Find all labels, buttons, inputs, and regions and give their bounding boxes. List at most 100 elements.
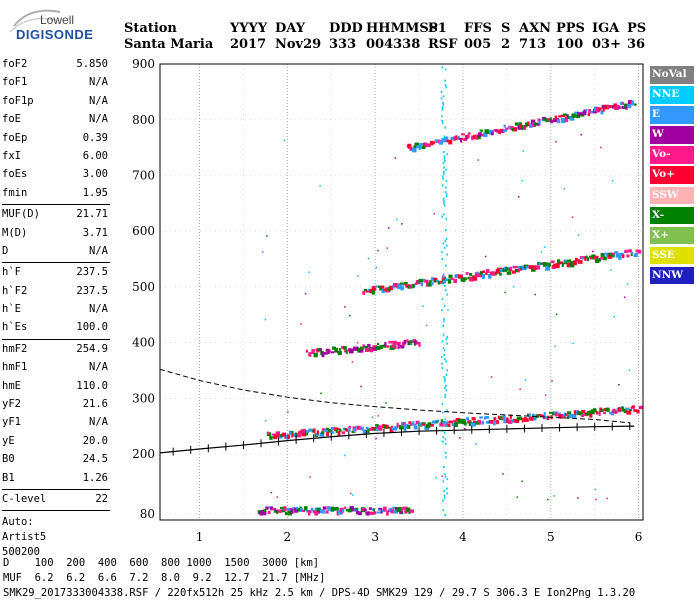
echo-point [388,508,392,512]
param-label: fxI [2,149,21,162]
echo-point [446,492,449,495]
echo-point [621,106,626,109]
echo-point [441,355,443,358]
echo-point [464,428,466,430]
header-value-ps: 36 [627,37,646,52]
echo-point [571,216,574,218]
echo-point [447,421,451,424]
param-label: foE [2,113,21,126]
echo-point [444,191,447,194]
echo-point [375,345,381,351]
header-value-hhmmss: 004338 [366,37,421,52]
echo-point [352,494,354,496]
echo-point [434,279,438,283]
echo-point [310,507,314,512]
echo-point [445,228,447,231]
echo-point [443,320,445,323]
echo-point [445,456,447,459]
param-value: 6.00 [82,149,108,162]
echo-point [572,414,577,419]
param-value: 237.5 [76,266,108,279]
echo-point [372,508,376,512]
param-divider [2,338,110,340]
muf-row: MUF 6.2 6.2 6.6 7.2 8.0 9.2 12.7 21.7 [M… [3,572,325,584]
echo-point [398,425,404,430]
echo-point [502,129,508,132]
echo-point [442,436,445,439]
echo-point [503,124,506,128]
echo-point [399,282,405,285]
echo-point [445,389,448,392]
auto-version: 500200 [2,546,40,559]
echo-point [349,314,351,317]
echo-point [296,506,299,510]
echo-point [430,423,434,427]
echo-point [317,511,321,514]
echo-point [567,259,572,263]
echo-point [421,145,426,149]
echo-point [367,343,371,348]
echo-point [526,413,530,417]
echo-point [354,346,359,350]
echo-point [401,223,403,225]
echo-point [441,215,443,218]
echo-point [442,440,444,443]
echo-point [385,425,389,429]
echo-point [618,106,621,109]
echo-point [303,506,308,511]
echo-point [443,204,446,207]
echo-point [310,428,314,432]
echo-point [283,139,286,142]
echo-point [444,68,447,71]
echo-point [446,335,449,338]
echo-point [553,495,555,497]
echo-point [634,409,639,413]
echo-point [611,252,615,255]
param-row: B1 1.26 [2,470,120,488]
echo-point [339,507,344,513]
param-value: N/A [89,244,108,257]
echo-point [491,131,494,136]
echo-point [546,415,550,421]
echo-point [399,511,403,514]
echo-point [437,281,441,285]
echo-point [566,411,572,415]
echo-point [499,269,505,273]
echo-point [375,266,378,269]
echo-point [580,134,582,136]
echo-point [444,159,446,162]
echo-point [477,159,480,161]
echo-point [520,124,523,129]
echo-point [634,103,637,106]
echo-point [495,268,501,274]
echo-point [444,126,447,129]
echo-point [611,180,614,182]
echo-point [600,408,604,412]
echo-point [446,253,448,256]
echo-point [602,107,605,112]
echo-point [412,283,415,289]
echo-point [389,427,394,433]
echo-point [605,407,608,412]
echo-point [344,454,346,457]
echo-point [377,342,380,345]
echo-point [543,246,546,249]
echo-point [277,509,283,513]
echo-point [441,122,444,125]
echo-point [638,405,643,410]
echo-point [479,416,483,419]
echo-point [547,498,549,501]
echo-point [621,406,625,412]
echo-point [355,507,358,511]
echo-point [585,108,588,112]
echo-point [525,265,530,269]
echo-point [430,281,434,286]
echo-point [600,252,605,257]
echo-point [367,428,370,434]
echo-point [517,268,520,273]
echo-point [628,369,631,371]
echo-point [591,409,595,415]
echo-point [323,351,328,355]
header-label-ffs: FFS [464,21,492,36]
